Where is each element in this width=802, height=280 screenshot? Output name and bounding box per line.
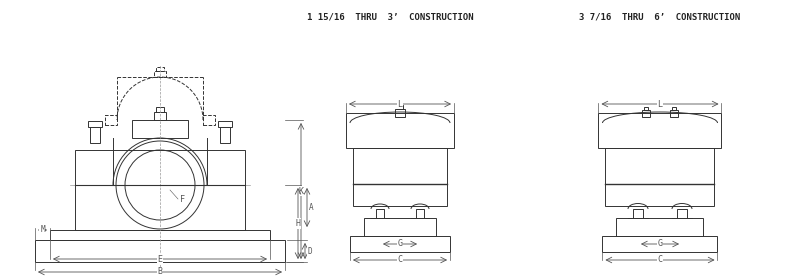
- Bar: [132, 120, 188, 138]
- Bar: [616, 218, 703, 236]
- Bar: [156, 67, 164, 71]
- Bar: [88, 121, 102, 127]
- Text: 1 15/16  THRU  3’  CONSTRUCTION: 1 15/16 THRU 3’ CONSTRUCTION: [306, 12, 472, 21]
- Bar: [396, 105, 403, 109]
- Bar: [156, 107, 164, 112]
- Bar: [154, 71, 166, 77]
- Text: H: H: [295, 219, 300, 228]
- Bar: [415, 209, 423, 218]
- Bar: [605, 148, 714, 206]
- Text: L: L: [657, 99, 662, 109]
- Bar: [90, 127, 100, 143]
- Bar: [643, 107, 647, 110]
- Text: F: F: [180, 195, 184, 204]
- Text: L: L: [397, 99, 402, 109]
- Bar: [220, 127, 229, 143]
- Bar: [602, 236, 717, 252]
- Bar: [395, 109, 404, 117]
- Bar: [353, 148, 447, 206]
- Text: C: C: [657, 255, 662, 265]
- Bar: [375, 209, 383, 218]
- Bar: [35, 240, 285, 262]
- Bar: [642, 110, 649, 117]
- Bar: [597, 113, 721, 148]
- Text: G: G: [397, 239, 402, 249]
- Bar: [669, 110, 677, 117]
- Bar: [217, 121, 232, 127]
- Text: 3 7/16  THRU  6’  CONSTRUCTION: 3 7/16 THRU 6’ CONSTRUCTION: [579, 12, 739, 21]
- Text: M: M: [40, 225, 45, 235]
- Bar: [105, 115, 117, 125]
- Text: C: C: [397, 255, 402, 265]
- Bar: [154, 112, 166, 120]
- Text: B: B: [157, 267, 162, 277]
- Text: G: G: [657, 239, 662, 249]
- Bar: [350, 236, 449, 252]
- Bar: [50, 230, 269, 240]
- Bar: [363, 218, 435, 236]
- Bar: [75, 150, 245, 230]
- Text: E: E: [157, 255, 162, 263]
- Bar: [346, 113, 453, 148]
- Text: K: K: [298, 186, 303, 195]
- Text: D: D: [307, 246, 312, 256]
- Bar: [632, 209, 642, 218]
- Text: A: A: [308, 203, 313, 212]
- Bar: [671, 107, 675, 110]
- Bar: [203, 115, 215, 125]
- Bar: [676, 209, 687, 218]
